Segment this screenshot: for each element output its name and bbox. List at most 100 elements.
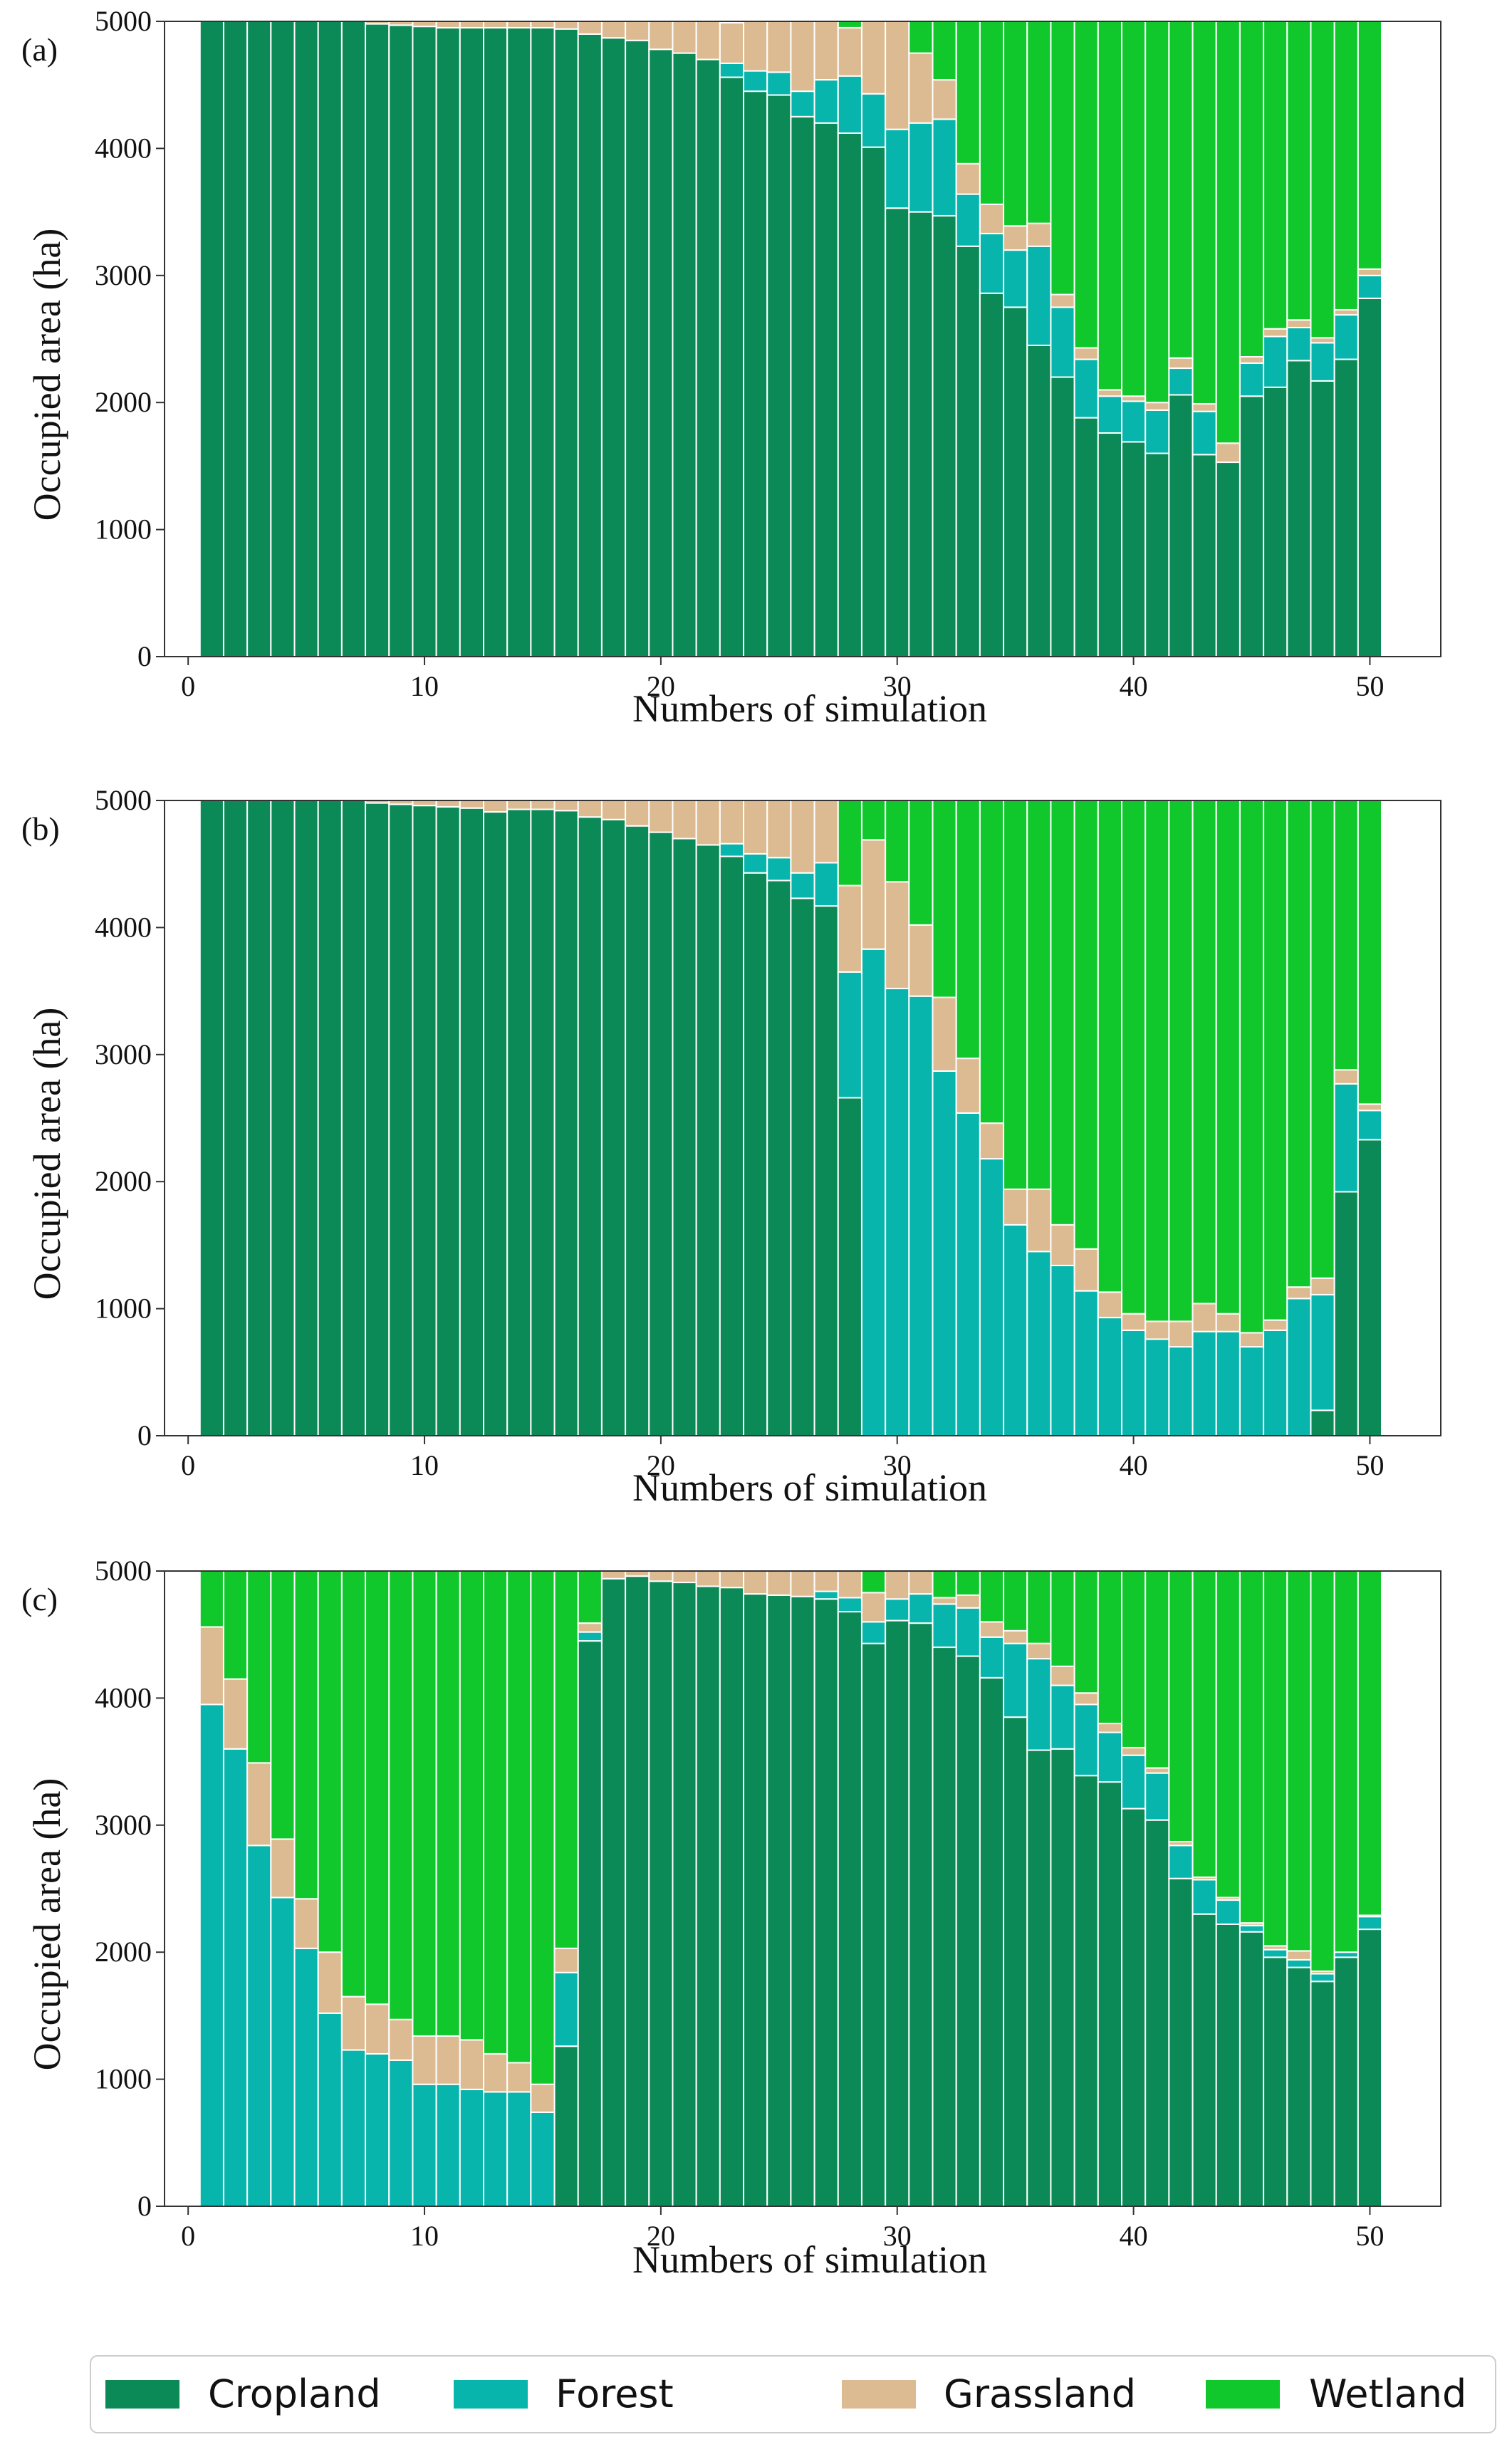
- bar-grassland-21: [672, 1570, 697, 1584]
- bar-wetland-7: [340, 1570, 367, 1998]
- bar-cropland-29: [860, 1642, 887, 2207]
- bar-grassland-20: [648, 800, 674, 833]
- y-tick-label: 4000: [95, 1681, 152, 1713]
- bar-cropland-1: [199, 21, 224, 657]
- bar-cropland-40: [1121, 1807, 1147, 2208]
- bar-grassland-4: [270, 1838, 296, 1899]
- bar-cropland-26: [790, 1595, 815, 2207]
- bar-cropland-11: [435, 805, 461, 1437]
- bar-grassland-12: [459, 21, 484, 28]
- bar-forest-40: [1121, 1754, 1147, 1810]
- bar-wetland-44: [1215, 21, 1241, 444]
- bar-cropland-20: [648, 1580, 674, 2207]
- bar-cropland-3: [246, 800, 272, 1436]
- bar-wetland-29: [860, 1570, 887, 1594]
- bar-grassland-15: [530, 800, 556, 810]
- bar-grassland-31: [908, 1569, 934, 1595]
- y-tick-label: 4000: [95, 911, 152, 943]
- legend: Cropland Forest Grassland Wetland: [90, 2355, 1496, 2433]
- bar-cropland-17: [577, 33, 603, 657]
- bar-grassland-32: [932, 79, 957, 120]
- bar-forest-27: [813, 862, 839, 907]
- bar-forest-33: [955, 1112, 981, 1436]
- bar-forest-29: [860, 948, 887, 1436]
- bar-cropland-26: [790, 115, 815, 658]
- bar-grassland-10: [412, 21, 437, 28]
- bar-wetland-13: [483, 1570, 509, 2055]
- y-tick-label: 0: [137, 2190, 152, 2222]
- bar-forest-2: [222, 1748, 249, 2207]
- bar-cropland-12: [459, 26, 484, 658]
- bar-forest-49: [1333, 1951, 1359, 1958]
- bar-forest-32: [932, 118, 957, 216]
- bar-cropland-17: [577, 816, 603, 1436]
- bar-forest-28: [837, 971, 862, 1099]
- bar-cropland-31: [908, 211, 934, 658]
- bar-wetland-30: [885, 800, 910, 883]
- y-tick-label: 1000: [95, 2063, 152, 2095]
- bar-grassland-2: [222, 1678, 249, 1750]
- bar-forest-49: [1333, 1082, 1359, 1193]
- bar-grassland-19: [625, 21, 650, 41]
- bar-wetland-40: [1121, 21, 1147, 397]
- bar-forest-31: [908, 122, 934, 213]
- bar-cropland-7: [340, 21, 367, 657]
- bar-cropland-18: [600, 818, 627, 1436]
- bar-forest-26: [790, 90, 815, 118]
- bar-wetland-1: [199, 1570, 224, 1628]
- plot-frame: [164, 1570, 1441, 2207]
- bar-forest-26: [790, 872, 815, 899]
- bar-cropland-47: [1286, 360, 1312, 657]
- bar-grassland-30: [885, 881, 910, 990]
- bar-wetland-34: [979, 800, 1005, 1125]
- bar-wetland-47: [1286, 800, 1312, 1288]
- bar-cropland-48: [1310, 1981, 1335, 2207]
- bar-forest-48: [1310, 342, 1335, 382]
- bar-wetland-29: [860, 800, 887, 841]
- bar-cropland-27: [813, 122, 839, 658]
- bar-grassland-27: [813, 800, 839, 864]
- bar-cropland-48: [1310, 1409, 1335, 1436]
- bar-grassland-25: [766, 800, 792, 859]
- bar-forest-32: [932, 1603, 957, 1649]
- bar-wetland-39: [1097, 800, 1123, 1293]
- bar-forest-41: [1145, 409, 1170, 454]
- bar-grassland-13: [483, 21, 509, 28]
- bar-cropland-29: [860, 146, 887, 657]
- bar-forest-8: [365, 2052, 390, 2207]
- bar-forest-46: [1263, 1329, 1288, 1437]
- bar-cropland-17: [577, 1640, 603, 2208]
- bar-wetland-12: [459, 1570, 484, 2041]
- legend-swatch-wetland: [1206, 2380, 1280, 2409]
- bar-wetland-37: [1050, 800, 1075, 1226]
- bar-grassland-29: [860, 1592, 887, 1623]
- bar-cropland-21: [672, 1582, 697, 2208]
- bar-cropland-20: [648, 831, 674, 1436]
- x-tick-label: 40: [1120, 1449, 1148, 1481]
- bar-wetland-45: [1239, 21, 1265, 358]
- bar-wetland-45: [1239, 800, 1265, 1334]
- bar-cropland-5: [293, 800, 319, 1436]
- bar-grassland-18: [600, 1570, 627, 1580]
- bar-grassland-42: [1168, 1320, 1194, 1348]
- bar-cropland-39: [1097, 432, 1123, 658]
- bar-grassland-16: [553, 21, 579, 30]
- bar-grassland-22: [695, 800, 721, 846]
- bar-wetland-39: [1097, 1570, 1123, 1725]
- bar-forest-39: [1097, 395, 1123, 434]
- legend-swatch-forest: [454, 2380, 528, 2409]
- bar-wetland-28: [837, 21, 862, 28]
- bar-cropland-4: [270, 800, 296, 1436]
- bar-forest-35: [1003, 249, 1028, 308]
- bar-forest-41: [1145, 1772, 1170, 1821]
- bar-cropland-46: [1263, 386, 1288, 657]
- bar-cropland-16: [553, 2045, 579, 2207]
- bar-grassland-44: [1215, 442, 1241, 464]
- bar-grassland-17: [577, 800, 603, 818]
- bar-forest-39: [1097, 1317, 1123, 1436]
- bar-wetland-35: [1003, 21, 1028, 227]
- bar-grassland-34: [979, 1122, 1005, 1160]
- bar-cropland-27: [813, 905, 839, 1436]
- bar-wetland-36: [1026, 21, 1052, 224]
- bar-grassland-39: [1097, 389, 1123, 397]
